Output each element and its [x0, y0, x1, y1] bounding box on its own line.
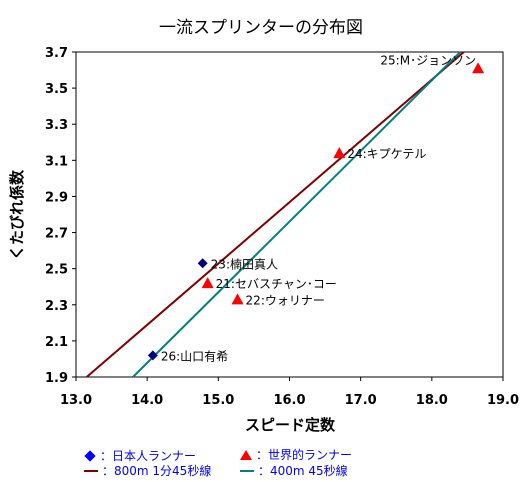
legend-label: ：日本人ランナー: [100, 449, 197, 463]
legend-400m: ：400m 45秒線: [238, 462, 348, 479]
triangle-marker: [333, 147, 346, 159]
legend-label: ：400m 45秒線: [258, 464, 348, 478]
point-label: 26:山口有希: [161, 348, 228, 363]
y-tick-label: 3.1: [45, 154, 68, 169]
triangle-icon: [240, 449, 252, 460]
y-tick-label: 2.7: [45, 227, 68, 242]
triangle-marker: [472, 62, 485, 74]
diamond-icon: [84, 449, 96, 462]
x-tick-label: 13.0: [60, 393, 92, 408]
x-tick-label: 14.0: [131, 393, 163, 408]
x-tick-label: 15.0: [202, 393, 234, 408]
point-label: 23:楠田真人: [211, 256, 278, 271]
y-tick-label: 3.3: [45, 118, 68, 133]
y-tick-label: 2.5: [45, 263, 68, 278]
x-tick-label: 16.0: [273, 393, 305, 408]
line-icon: [84, 469, 98, 472]
x-axis-label: スピード定数: [245, 416, 336, 434]
reference-line: [86, 51, 465, 378]
diamond-marker: [147, 350, 158, 361]
y-axis-label: くたびれ係数: [8, 169, 26, 260]
point-label: 21:セバスチャン･コー: [216, 277, 337, 291]
diamond-marker: [197, 258, 208, 269]
legend-japanese: ：日本人ランナー: [82, 447, 196, 464]
point-label: 24:キプケテル: [347, 147, 426, 161]
y-tick-label: 2.3: [45, 299, 68, 314]
triangle-marker: [231, 293, 244, 305]
plot-area: [75, 51, 504, 378]
x-tick-label: 18.0: [416, 393, 448, 408]
y-tick-label: 2.1: [45, 335, 68, 350]
x-tick-label: 19.0: [487, 393, 519, 408]
x-tick-label: 17.0: [345, 393, 377, 408]
y-tick-label: 3.5: [45, 82, 68, 97]
point-label: 25:M･ジョンソン: [380, 53, 476, 67]
line-icon: [240, 469, 254, 472]
chart-title: 一流スプリンターの分布図: [159, 18, 363, 38]
legend-800m: ：800m 1分45秒線: [82, 462, 211, 479]
legend-label: ：世界的ランナー: [256, 448, 353, 462]
triangle-marker: [201, 277, 214, 289]
reference-line: [132, 51, 462, 378]
y-tick-label: 3.7: [45, 46, 68, 61]
legend-label: ：800m 1分45秒線: [102, 464, 212, 478]
y-tick-label: 1.9: [45, 371, 68, 386]
y-tick-label: 2.9: [45, 190, 68, 205]
legend-world: ：世界的ランナー: [238, 446, 352, 463]
point-label: 22:ウォリナー: [246, 293, 325, 307]
